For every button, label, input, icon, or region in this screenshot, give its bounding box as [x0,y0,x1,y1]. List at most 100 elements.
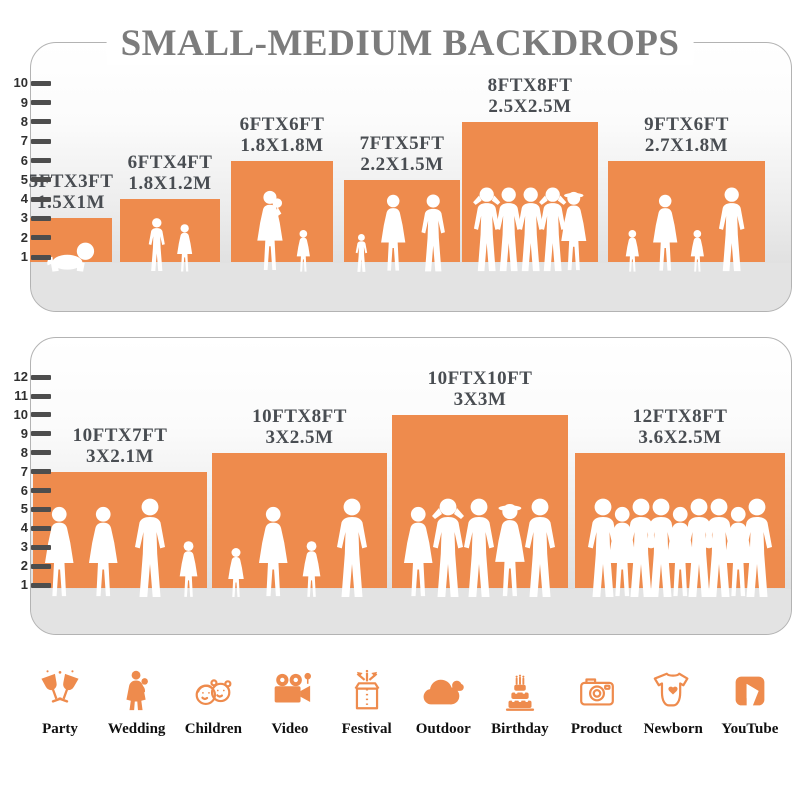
people-silhouettes [344,194,460,272]
ruler-tick [31,506,51,512]
ruler-tick-label: 4 [20,520,28,536]
ruler-tick-label: 9 [20,425,28,441]
size-meters-text: 3.6X2.5M [638,426,722,448]
ruler-tick [31,582,51,588]
backdrop-size-label: 10FTX7FT 3X2.1M [73,425,168,467]
backdrop-bar-5ftx3ft [30,218,112,272]
size-feet-text: 6FTX4FT [127,152,213,174]
ruler-tick-label: 9 [20,94,28,110]
category-festival[interactable]: Festival [331,668,403,738]
size-meters-text: 2.2X1.5M [360,153,444,175]
ruler-tick-label: 1 [20,577,28,592]
backdrop-size-label: 5FTX3FT 1.5X1M [29,171,114,213]
ruler-tick-label: 6 [20,482,28,498]
category-youtube[interactable]: YouTube [714,668,786,738]
ruler-tick [31,488,51,493]
man-silhouette [518,187,544,272]
children-icon [190,668,236,714]
man-silhouette [683,498,714,597]
baby-crawling-silhouette [46,242,94,272]
ruler-tick [31,431,51,437]
ruler-tick [31,100,51,106]
man-silhouette [337,498,368,597]
size-feet-text: 10FTX10FT [427,367,533,389]
category-label: YouTube [721,721,779,737]
ruler-tick-label: 7 [20,133,28,149]
girl-small-silhouette [625,229,639,272]
festival-icon [344,668,390,714]
panel-floor [31,263,791,311]
man-silhouette [525,498,555,597]
woman-silhouette [44,506,74,597]
ruler-tick [31,525,51,531]
backdrop-bar-10ftx8ft [212,452,387,597]
man-silhouette [134,498,165,597]
category-product[interactable]: Product [561,668,633,738]
backdrop-bar-6ftx6ft [231,160,333,272]
size-meters-text: 3X2.1M [86,445,154,467]
size-feet-text: 5FTX3FT [28,171,114,193]
ruler-tick [31,80,51,86]
size-feet-text: 6FTX6FT [239,113,325,135]
category-label: Children [184,721,242,737]
people-silhouettes [392,498,568,598]
man-arms-up-silhouette [539,187,567,272]
category-wedding[interactable]: Wedding [101,668,173,738]
page-title: SMALL-MEDIUM BACKDROPS [106,22,694,65]
size-meters-text: 1.5X1M [37,192,105,214]
ruler-tick-label: 7 [20,463,28,479]
size-meters-text: 1.8X1.8M [240,134,324,156]
man-silhouette [587,498,618,597]
category-children[interactable]: Children [177,668,249,738]
backdrop-size-label: 6FTX6FT 1.8X1.8M [240,114,325,156]
category-label: Outdoor [415,721,471,737]
ruler-tick [31,469,51,475]
category-party[interactable]: Party [24,668,96,738]
backdrop-bar-12ftx8ft [575,452,785,597]
ruler-tick [31,393,51,399]
size-meters-text: 3X2.5M [265,426,334,448]
man-silhouette [742,498,773,597]
ruler-tick [31,196,51,202]
woman-hat-silhouette [494,503,525,597]
category-birthday[interactable]: Birthday [484,668,556,738]
backdrop-size-label: 10FTX8FT 3X2.5M [252,406,347,448]
girl-silhouette [302,541,321,597]
category-label: Newborn [643,721,703,737]
backdrop-size-label: 12FTX8FT 3.6X2.5M [633,406,728,448]
size-meters-text: 2.5X2.5M [488,95,572,117]
size-feet-text: 8FTX8FT [487,74,573,96]
size-feet-text: 12FTX8FT [632,405,728,427]
ruler-tick [31,563,51,569]
category-row: Party Wedding Children Video Festival Outdoor… [24,668,786,738]
woman-silhouette [652,194,677,271]
ruler-tick [31,374,51,380]
size-feet-text: 7FTX5FT [359,132,445,154]
ruler-tick [31,450,51,456]
people-silhouettes [33,498,207,598]
size-meters-text: 2.7X1.8M [644,134,729,156]
ruler-tick-label: 8 [20,444,28,460]
newborn-icon [650,668,696,714]
man-silhouette [421,194,446,272]
people-silhouettes [608,187,765,272]
woman-silhouette [381,194,406,271]
ruler-tick [31,412,51,418]
category-label: Wedding [107,721,166,737]
size-feet-text: 9FTX6FT [644,113,729,135]
category-video[interactable]: Video [254,668,326,738]
people-silhouettes [231,190,333,272]
outdoor-icon [420,668,466,714]
category-outdoor[interactable]: Outdoor [407,668,479,738]
backdrop-bar-9ftx6ft [608,160,765,272]
woman-silhouette [89,506,118,597]
ruler-tick [31,254,51,260]
girl-small-silhouette [296,229,310,272]
category-newborn[interactable]: Newborn [637,668,709,738]
ruler-tick-label: 5 [20,171,28,187]
birthday-icon [497,668,543,714]
girl-silhouette [179,541,198,597]
ruler-tick-label: 6 [20,152,28,168]
category-label: Video [271,721,309,737]
